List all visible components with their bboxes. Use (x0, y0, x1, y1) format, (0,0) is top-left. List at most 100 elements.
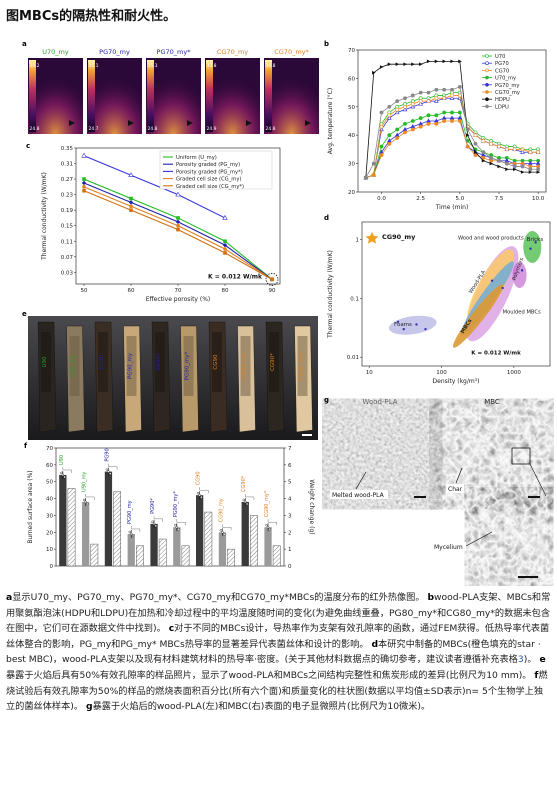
data-point (434, 59, 439, 64)
y-tick-label: 50 (348, 105, 355, 111)
plot-frame (357, 49, 547, 193)
annotation-char: Char (448, 486, 463, 493)
replicate-point (196, 492, 200, 495)
legend-marker (485, 68, 489, 73)
panel-c: c 0.03 0.07 0.11 0.15 0.19 0.23 0.27 0.31 0.35 50… (22, 142, 320, 307)
ir-scale-min: 24.7 (89, 126, 99, 132)
scale-bar (518, 576, 538, 578)
ir-pointer-icon (305, 120, 311, 126)
caption-d: 本研究中制备的MBCs(橙色填充的star · best MBC)，wood-P… (6, 638, 541, 666)
x-tick-label: 2.5 (416, 196, 425, 202)
category-label: CG90_my* (264, 490, 270, 517)
panel-letter-a: a (22, 40, 27, 48)
data-point (512, 164, 517, 169)
data-point (387, 141, 392, 146)
x-tick-label: 10.0 (532, 196, 545, 202)
region-label-moulded: Moulded MBCs (503, 310, 541, 316)
data-point (418, 101, 423, 106)
data-point (457, 110, 462, 115)
pair-bracket (176, 519, 186, 526)
data-point (387, 104, 392, 109)
ir-pointer-icon (187, 120, 193, 126)
panel-letter-g: g (324, 396, 330, 404)
data-point (442, 87, 447, 92)
caption-a-letter: a (6, 592, 13, 603)
data-point (410, 93, 415, 98)
y-tick-label: 0 (50, 564, 54, 570)
caption-table-link[interactable]: 3 (517, 654, 524, 666)
series-line-pg70_my (365, 117, 539, 179)
pair-bracket (267, 519, 277, 526)
burned-area-bar (195, 495, 204, 566)
data-point (528, 167, 533, 172)
data-point (270, 277, 274, 282)
sample-label: CG90_my* (299, 351, 305, 380)
burn-bar-chart: 0 10 20 30 40 50 60 70 0 1 2 3 4 5 6 7 Burned surface ar… (27, 446, 315, 570)
data-point (410, 104, 416, 109)
y-tick-label: 0.03 (61, 270, 74, 276)
data-point (481, 138, 486, 143)
y-tick-label: 0.27 (61, 177, 74, 183)
char-region (269, 332, 279, 392)
legend-entry: U70 (495, 54, 505, 60)
series-line (83, 155, 226, 219)
k-annotation: K = 0.012 W/mk (208, 273, 263, 280)
data-point (176, 223, 180, 228)
legend-entry: PG70 (495, 61, 509, 67)
weight-change-bar (90, 543, 99, 567)
conductivity-porosity-chart: 0.03 0.07 0.11 0.15 0.19 0.23 0.27 0.31 0.35 50 60… (41, 146, 281, 303)
data-point (426, 113, 431, 118)
data-point (489, 156, 494, 160)
y-tick-label: 0.31 (61, 162, 73, 168)
data-point (481, 156, 486, 160)
ir-label: U70_my (42, 48, 69, 56)
y-tick-label: 30 (348, 162, 355, 168)
caption-e-letter: e (539, 654, 546, 666)
data-point (418, 116, 423, 121)
sem-title-right: MBC (484, 398, 500, 406)
legend-entry: Porosity graded (PG_my*) (176, 169, 243, 175)
data-point (434, 98, 439, 103)
data-point (504, 161, 509, 166)
ir-scale-bar (265, 60, 272, 132)
replicate-point (61, 473, 65, 477)
data-point (418, 90, 423, 95)
sem-title-left: Wood-PLA (362, 398, 397, 406)
sample-label: CG90* (270, 353, 276, 371)
ir-scale-min: 24.9 (207, 126, 217, 132)
series-line (83, 190, 273, 280)
panel-d: d 10 100 1000 1 0.1 0.01 Density (kg/m³) Therma… (322, 214, 554, 389)
ir-scale-bar (147, 60, 154, 132)
x-tick-label: 7.5 (495, 196, 504, 202)
pair-bracket (153, 515, 163, 522)
data-point (410, 119, 415, 123)
y-tick-label: 60 (46, 463, 53, 469)
replicate-point (244, 500, 247, 504)
data-point (395, 62, 400, 66)
burned-area-bar (264, 527, 272, 566)
char-region (240, 336, 251, 396)
legend-marker (485, 61, 489, 66)
data-point (379, 144, 384, 149)
data-point (395, 136, 400, 140)
y-tick-label: 0.15 (61, 224, 74, 230)
caption-c-letter: c (168, 623, 175, 635)
data-point (505, 167, 509, 172)
replicate-point (107, 470, 110, 473)
data-point (457, 119, 462, 123)
y-axis-label: Thermal conductivity (W/mK) (41, 172, 48, 261)
label-bg (432, 542, 466, 551)
sample-label: PG90_my* (185, 351, 191, 380)
legend-entry: LDPU (495, 104, 509, 110)
data-point (387, 133, 392, 138)
x-tick-label: 90 (269, 288, 276, 294)
data-point (497, 164, 501, 169)
data-point (403, 121, 407, 126)
replicate-point (105, 468, 109, 471)
ir-heat (28, 58, 83, 134)
pair-bracket (244, 493, 255, 500)
y2-tick-label: 0 (288, 564, 292, 570)
y2-axis-label: Weight change (g) (308, 479, 315, 534)
data-point (434, 113, 439, 118)
weight-change-bar (113, 491, 122, 567)
